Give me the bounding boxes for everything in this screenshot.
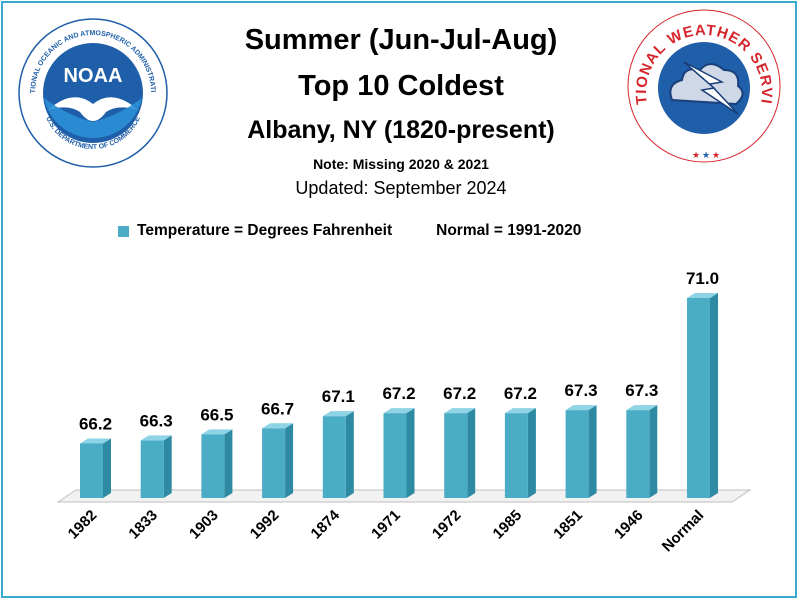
bar-top [140, 435, 172, 441]
chart-title-line-1: Summer (Jun-Jul-Aug) [244, 24, 558, 56]
chart-title-line-2: Top 10 Coldest [298, 70, 504, 102]
bar [444, 408, 476, 498]
nws-star-icon: ★ [712, 150, 720, 160]
legend-swatch [118, 225, 129, 237]
bar [626, 405, 658, 498]
updated-date: Updated: September 2024 [295, 178, 507, 198]
bar-value-label: 66.7 [261, 399, 294, 418]
bar [383, 408, 415, 498]
bar-front [80, 443, 103, 498]
bar-side [710, 293, 718, 498]
bar-top [201, 429, 233, 435]
bar [201, 429, 233, 498]
bar-value-label: 67.2 [443, 384, 476, 403]
missing-data-note: Note: Missing 2020 & 2021 [313, 156, 489, 172]
bar [262, 423, 294, 498]
bar-front [504, 413, 528, 498]
bar-front [565, 410, 589, 498]
bar-top [504, 408, 536, 414]
bar-series [80, 293, 718, 498]
category-label: 1903 [186, 507, 222, 543]
bar-side [345, 411, 354, 498]
bar [322, 411, 354, 498]
bar-value-label: 67.3 [625, 381, 658, 400]
bar-value-label: 67.3 [565, 381, 598, 400]
bar-front [322, 416, 346, 498]
bar-side [588, 405, 597, 498]
bar-top [626, 405, 658, 411]
category-label: 1992 [247, 507, 283, 543]
value-labels: 66.2 66.3 66.5 66.7 67.1 67.2 67.2 67.2 67.3 67.3… [79, 269, 719, 433]
bar-value-label: 67.2 [504, 384, 537, 403]
bar-top [687, 293, 718, 298]
bar-top [444, 408, 476, 414]
bar-side [224, 429, 233, 498]
bar-front [201, 434, 225, 498]
bar-value-label: 71.0 [686, 269, 719, 288]
category-label: 1874 [308, 506, 344, 542]
category-label: 1985 [490, 507, 526, 543]
bar-value-label: 66.5 [200, 405, 233, 424]
noaa-logo-text: NOAA [64, 65, 123, 87]
category-label: 1851 [550, 507, 586, 543]
category-label: 1972 [429, 507, 465, 543]
bar-front [262, 428, 286, 498]
bar-side [527, 408, 536, 498]
category-label: 1971 [368, 507, 404, 543]
nws-star-icon: ★ [692, 150, 700, 160]
bar-front [444, 413, 468, 498]
bar-front [140, 440, 164, 498]
category-label: 1833 [125, 507, 161, 543]
bar [565, 405, 597, 498]
bar [140, 435, 172, 498]
bar-side [103, 438, 111, 498]
bar [80, 438, 111, 498]
bar-front [626, 410, 650, 498]
category-label: 1982 [65, 507, 101, 543]
chart-legend: Temperature = Degrees Fahrenheit Normal … [118, 222, 581, 240]
noaa-logo: NOAA NATIONAL OCEANIC AND ATMOSPHERIC AD… [18, 18, 168, 168]
category-label: 1946 [611, 507, 647, 543]
nws-star-icon: ★ [702, 150, 710, 160]
bar-value-label: 66.2 [79, 414, 112, 433]
bar-front [383, 413, 407, 498]
bar-side [649, 405, 658, 498]
legend-normal-label: Normal = 1991-2020 [436, 222, 582, 239]
chart-title-line-3: Albany, NY (1820-present) [247, 116, 555, 144]
bar-side [285, 423, 294, 498]
bar-side [467, 408, 476, 498]
bar-side [406, 408, 415, 498]
bar-side [163, 435, 172, 498]
bar-value-label: 67.2 [382, 384, 415, 403]
bar-top [262, 423, 294, 429]
bar-value-label: 66.3 [140, 411, 173, 430]
bar [687, 293, 718, 498]
bar-top [383, 408, 415, 414]
legend-series-label: Temperature = Degrees Fahrenheit [137, 222, 393, 239]
nws-logo: NATIONAL WEATHER SERVICE ★ ★ ★ [626, 8, 781, 163]
bar-value-label: 67.1 [322, 387, 355, 406]
bar-front [687, 298, 710, 498]
bar [504, 408, 536, 498]
category-axis: 1982 1833 1903 1992 1874 1971 1972 1985 1851 1946… [65, 506, 708, 555]
bar-top [322, 411, 354, 417]
category-label: Normal [659, 507, 708, 556]
bar-top [565, 405, 597, 411]
bar-top [80, 438, 111, 444]
